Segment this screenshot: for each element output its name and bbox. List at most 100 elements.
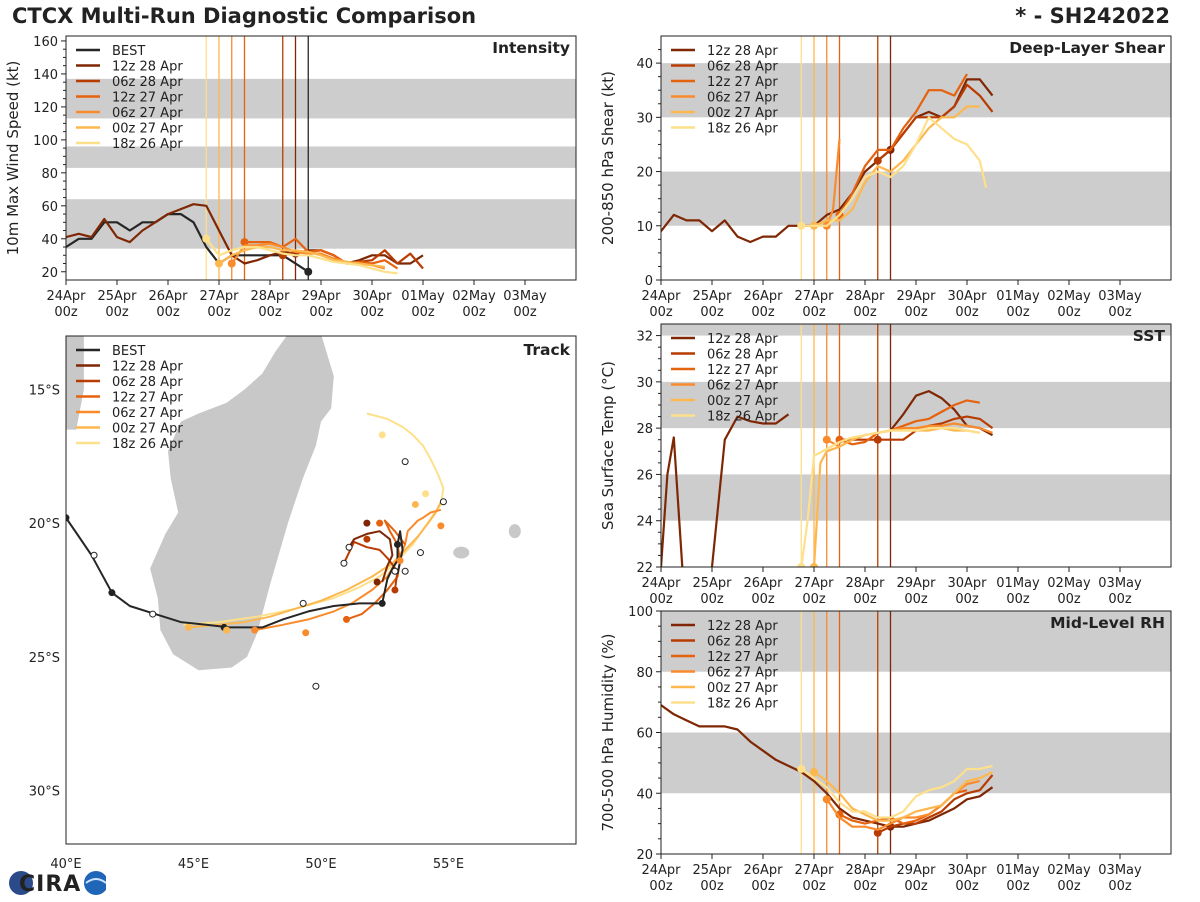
sst-ytick-label: 30	[636, 376, 653, 391]
sst-xtick-label: 03May	[1098, 576, 1142, 591]
madagascar-landmass	[150, 336, 334, 671]
intensity-ytick-label: 20	[41, 266, 58, 281]
track-point-filled	[223, 626, 231, 634]
rh-series-line	[800, 764, 993, 819]
shear-xtick-label: 26Apr	[743, 289, 783, 304]
sst-xtick-label: 26Apr	[743, 576, 783, 591]
track-point-filled	[66, 514, 70, 522]
track-point-filled	[363, 519, 371, 527]
shear-xtick-label: 30Apr	[947, 289, 987, 304]
track-ytick-label: 15°S	[29, 383, 60, 398]
shear-xtick-sublabel: 00z	[1006, 305, 1030, 320]
track-point-filled	[394, 541, 401, 549]
intensity-legend-label: 06z 28 Apr	[112, 75, 183, 90]
sst-ytick-label: 32	[636, 330, 653, 345]
sst-series-group	[661, 390, 994, 567]
africa-coast	[66, 336, 84, 430]
shear-xtick-sublabel: 00z	[751, 305, 775, 320]
sst-ytick-label: 26	[636, 468, 653, 483]
shear-xtick-label: 02May	[1047, 289, 1091, 304]
track-point-open	[401, 458, 409, 466]
shear-legend-label: 12z 27 Apr	[707, 75, 778, 90]
reunion-island	[453, 546, 470, 559]
shear-series-marker	[797, 221, 806, 230]
intensity-series-group	[66, 203, 424, 276]
track-title: Track	[524, 341, 571, 359]
shear-band	[661, 171, 1171, 226]
sst-legend-label: 18z 26 Apr	[707, 410, 778, 425]
track-legend-label: 06z 28 Apr	[112, 375, 183, 390]
rh-band	[661, 611, 1171, 672]
rh-xtick-sublabel: 00z	[904, 879, 928, 894]
intensity-xtick-sublabel: 00z	[258, 305, 282, 320]
intensity-xtick-label: 25Apr	[97, 289, 137, 304]
track-point-filled	[437, 522, 445, 530]
sst-xtick-sublabel: 00z	[802, 592, 826, 607]
shear-band	[661, 63, 1171, 118]
intensity-legend-label: 12z 28 Apr	[112, 60, 183, 75]
intensity-xtick-sublabel: 00z	[54, 305, 78, 320]
sst-series-marker	[810, 563, 818, 567]
intensity-series-marker	[202, 234, 211, 243]
sst-series-line	[661, 413, 790, 567]
intensity-xtick-label: 24Apr	[46, 289, 86, 304]
intensity-legend-label: 06z 27 Apr	[112, 106, 183, 121]
sst-xtick-label: 28Apr	[845, 576, 885, 591]
sst-legend-label: 12z 27 Apr	[707, 363, 778, 378]
rh-ylabel: 700-500 hPa Humidity (%)	[599, 633, 617, 831]
intensity-band	[66, 146, 576, 168]
cira-logo-graphic: CIRA	[9, 871, 108, 897]
intensity-ytick-label: 60	[41, 200, 58, 215]
rh-panel: 2040608010024Apr00z25Apr00z26Apr00z27Apr…	[599, 605, 1172, 894]
track-point-filled	[376, 519, 384, 527]
track-series-group	[66, 412, 447, 690]
figure-title: CTCX Multi-Run Diagnostic Comparison	[12, 4, 477, 28]
shear-legend-label: 00z 27 Apr	[707, 106, 778, 121]
shear-ytick-label: 30	[636, 111, 653, 126]
track-point-filled	[343, 615, 350, 623]
sst-xtick-label: 27Apr	[794, 576, 834, 591]
intensity-ytick-label: 160	[33, 35, 58, 50]
sst-xtick-label: 01May	[996, 576, 1040, 591]
logo-globe-icon	[9, 871, 33, 895]
intensity-ytick-label: 140	[33, 68, 58, 83]
rh-xtick-sublabel: 00z	[802, 879, 826, 894]
shear-xtick-sublabel: 00z	[649, 305, 673, 320]
rh-xtick-sublabel: 00z	[1006, 879, 1030, 894]
rh-xtick-label: 26Apr	[743, 863, 783, 878]
rh-xtick-label: 02May	[1047, 863, 1091, 878]
shear-legend-label: 12z 28 Apr	[707, 44, 778, 59]
sst-band	[661, 324, 1171, 336]
map-land	[66, 336, 521, 671]
track-point-filled	[396, 557, 404, 565]
intensity-xtick-sublabel: 00z	[105, 305, 129, 320]
intensity-xtick-label: 03May	[503, 289, 547, 304]
intensity-xtick-label: 29Apr	[301, 289, 341, 304]
intensity-title: Intensity	[492, 39, 570, 57]
sst-ylabel: Sea Surface Temp (°C)	[599, 361, 617, 530]
rh-legend-label: 06z 27 Apr	[707, 666, 778, 681]
sst-xtick-label: 02May	[1047, 576, 1091, 591]
track-point-filled	[363, 535, 371, 543]
rh-xtick-label: 28Apr	[845, 863, 885, 878]
track-xtick-label: 45°E	[178, 857, 209, 872]
rh-legend-label: 12z 28 Apr	[707, 619, 778, 634]
shear-xtick-label: 03May	[1098, 289, 1142, 304]
intensity-xtick-label: 26Apr	[148, 289, 188, 304]
track-legend-label: 06z 27 Apr	[112, 406, 183, 421]
storm-id: * - SH242022	[1015, 4, 1170, 28]
rh-series-marker	[873, 828, 882, 837]
rh-series-marker	[797, 764, 806, 773]
sst-series-marker	[822, 435, 831, 444]
shear-legend-label: 06z 27 Apr	[707, 91, 778, 106]
shear-xtick-label: 24Apr	[641, 289, 681, 304]
shear-series-line	[801, 116, 988, 227]
sst-xtick-sublabel: 00z	[649, 592, 673, 607]
track-legend-label: 12z 28 Apr	[112, 360, 183, 375]
track-point-open	[391, 567, 399, 575]
rh-legend-label: 12z 27 Apr	[707, 650, 778, 665]
track-series-line	[188, 501, 442, 629]
intensity-xtick-label: 02May	[452, 289, 496, 304]
sst-band	[661, 474, 1171, 521]
shear-xtick-label: 27Apr	[794, 289, 834, 304]
